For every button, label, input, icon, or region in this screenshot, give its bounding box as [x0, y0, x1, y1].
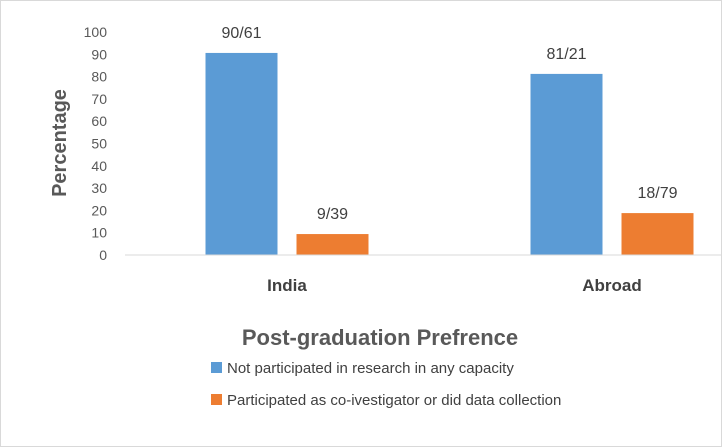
category-label-abroad: Abroad [582, 276, 642, 295]
bar-abroad-series-2 [621, 213, 694, 255]
y-tick-label: 40 [91, 158, 107, 174]
legend-entry: Not participated in research in any capa… [227, 360, 514, 377]
data-label: 81/21 [546, 46, 586, 63]
legend-entry: Participated as co-ivestigator or did da… [227, 392, 561, 409]
y-tick-label: 70 [91, 91, 107, 107]
legend-swatch [211, 394, 222, 405]
y-tick-label: 0 [99, 247, 107, 263]
bar-abroad-series-1 [530, 73, 603, 255]
legend: Not participated in research in any capa… [211, 360, 561, 409]
y-axis-label: Percentage [49, 89, 71, 197]
bar-india-series-1 [205, 52, 278, 256]
y-tick-label: 10 [91, 225, 107, 241]
plot-area: 90/61 9/39 81/21 18/79 [205, 25, 694, 256]
y-tick-label: 100 [84, 24, 108, 40]
y-tick-label: 30 [91, 180, 107, 196]
y-tick-label: 60 [91, 113, 107, 129]
bar-india-series-2 [296, 234, 369, 255]
y-tick-label: 80 [91, 69, 107, 85]
legend-title: Post-graduation Prefrence [242, 325, 518, 350]
y-axis-ticks: 0 10 20 30 40 50 60 70 80 90 100 [84, 24, 108, 263]
data-label: 18/79 [637, 185, 677, 202]
category-labels: India Abroad [267, 276, 642, 295]
y-tick-label: 20 [91, 202, 107, 218]
data-label: 9/39 [317, 206, 348, 223]
y-tick-label: 50 [91, 136, 107, 152]
legend-swatch [211, 362, 222, 373]
category-label-india: India [267, 276, 307, 295]
y-tick-label: 90 [91, 46, 107, 62]
data-label: 90/61 [221, 25, 261, 42]
